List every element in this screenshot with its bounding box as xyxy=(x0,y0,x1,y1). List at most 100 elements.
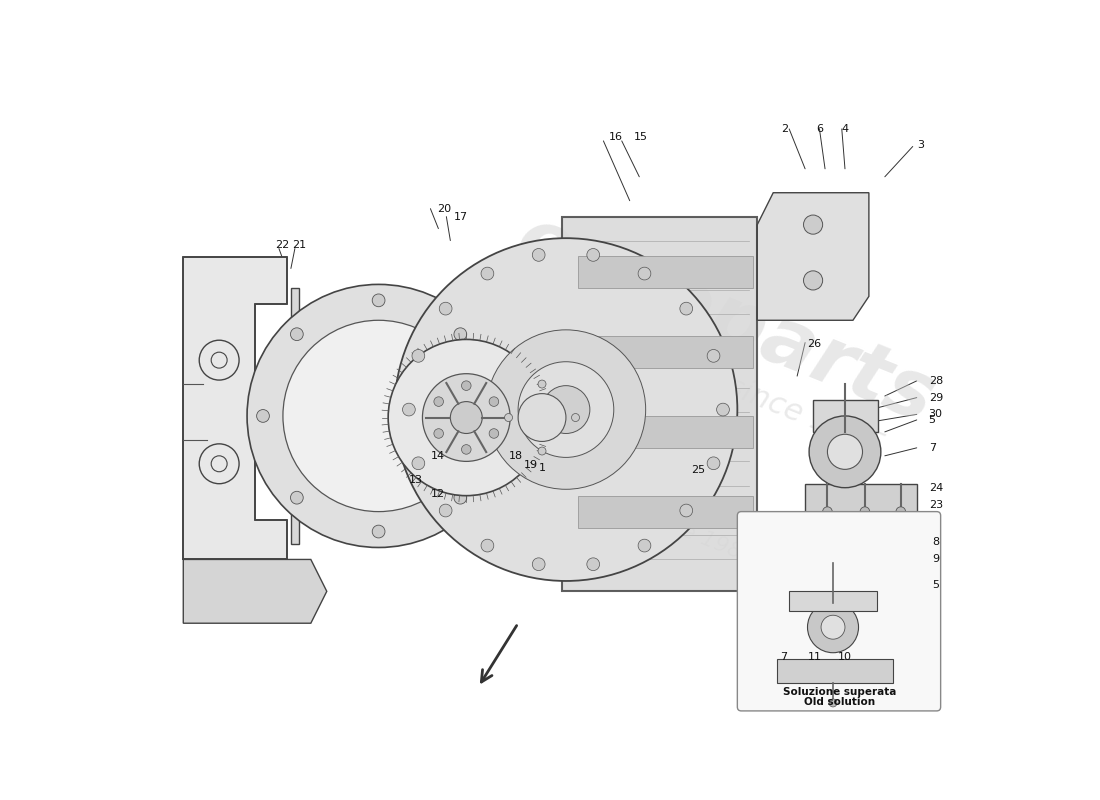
Text: 5: 5 xyxy=(933,580,939,590)
Text: 5: 5 xyxy=(928,415,936,425)
Circle shape xyxy=(395,238,737,581)
Circle shape xyxy=(707,350,719,362)
Text: 26: 26 xyxy=(806,339,821,349)
Circle shape xyxy=(433,429,443,438)
Text: since 1985: since 1985 xyxy=(723,371,888,461)
Text: 22: 22 xyxy=(275,239,289,250)
Circle shape xyxy=(638,539,651,552)
Circle shape xyxy=(638,267,651,280)
Text: 13: 13 xyxy=(408,474,422,485)
Circle shape xyxy=(860,507,870,516)
Circle shape xyxy=(439,504,452,517)
Circle shape xyxy=(433,397,443,406)
Circle shape xyxy=(283,320,474,512)
Circle shape xyxy=(486,330,646,490)
FancyBboxPatch shape xyxy=(578,496,754,527)
Circle shape xyxy=(505,414,513,422)
Text: 24: 24 xyxy=(928,482,943,493)
FancyBboxPatch shape xyxy=(578,257,754,288)
Text: 21: 21 xyxy=(292,239,306,250)
Text: europarts: europarts xyxy=(505,201,946,440)
Circle shape xyxy=(896,507,905,516)
Text: 15: 15 xyxy=(634,132,648,142)
Circle shape xyxy=(290,328,304,341)
Circle shape xyxy=(487,410,500,422)
Text: 17: 17 xyxy=(453,212,468,222)
Circle shape xyxy=(439,302,452,315)
Circle shape xyxy=(372,525,385,538)
Circle shape xyxy=(538,380,546,388)
FancyBboxPatch shape xyxy=(578,336,754,368)
Text: 6: 6 xyxy=(816,124,823,134)
Circle shape xyxy=(803,271,823,290)
Text: 4: 4 xyxy=(842,124,848,134)
Text: 16: 16 xyxy=(609,132,624,142)
Polygon shape xyxy=(184,257,287,559)
Text: 11: 11 xyxy=(807,652,822,662)
Circle shape xyxy=(680,302,693,315)
Text: 3: 3 xyxy=(916,140,924,150)
Circle shape xyxy=(586,558,600,570)
Circle shape xyxy=(454,491,466,504)
Circle shape xyxy=(823,507,833,516)
Text: 1: 1 xyxy=(539,462,546,473)
Circle shape xyxy=(532,558,546,570)
Text: 23: 23 xyxy=(928,500,943,510)
Circle shape xyxy=(680,504,693,517)
Circle shape xyxy=(256,410,270,422)
Text: 9: 9 xyxy=(933,554,939,565)
Circle shape xyxy=(518,362,614,458)
Text: a passion for parts since 1985: a passion for parts since 1985 xyxy=(438,423,758,568)
Circle shape xyxy=(707,457,719,470)
Circle shape xyxy=(422,374,510,462)
Text: 2: 2 xyxy=(782,124,789,134)
Circle shape xyxy=(827,434,862,470)
Polygon shape xyxy=(757,225,837,320)
FancyBboxPatch shape xyxy=(578,416,754,448)
Circle shape xyxy=(462,381,471,390)
Circle shape xyxy=(403,403,416,416)
Text: 25: 25 xyxy=(691,465,705,475)
Polygon shape xyxy=(813,400,879,432)
Text: 12: 12 xyxy=(431,489,446,499)
Text: 30: 30 xyxy=(928,410,943,419)
Polygon shape xyxy=(290,288,299,543)
Text: Soluzione superata: Soluzione superata xyxy=(783,687,896,697)
Text: 10: 10 xyxy=(838,652,853,662)
Circle shape xyxy=(290,491,304,504)
Text: 7: 7 xyxy=(928,443,936,453)
Circle shape xyxy=(490,397,498,406)
Polygon shape xyxy=(184,559,327,623)
Text: 19: 19 xyxy=(524,460,538,470)
Circle shape xyxy=(518,394,565,442)
Text: Old solution: Old solution xyxy=(804,697,875,706)
Circle shape xyxy=(532,249,546,262)
Circle shape xyxy=(716,403,729,416)
Circle shape xyxy=(572,414,580,422)
Circle shape xyxy=(821,615,845,639)
Circle shape xyxy=(538,447,546,455)
Circle shape xyxy=(462,445,471,454)
FancyBboxPatch shape xyxy=(737,512,940,711)
Text: 8: 8 xyxy=(933,537,939,547)
Circle shape xyxy=(412,350,425,362)
Polygon shape xyxy=(562,217,757,591)
Circle shape xyxy=(450,402,482,434)
Circle shape xyxy=(810,416,881,488)
Circle shape xyxy=(481,267,494,280)
Circle shape xyxy=(807,602,858,653)
Text: 14: 14 xyxy=(431,451,446,461)
Circle shape xyxy=(490,429,498,438)
Circle shape xyxy=(586,249,600,262)
Circle shape xyxy=(412,457,425,470)
Text: 20: 20 xyxy=(437,204,451,214)
Circle shape xyxy=(481,539,494,552)
Polygon shape xyxy=(805,484,916,519)
Polygon shape xyxy=(757,193,869,320)
Circle shape xyxy=(388,339,544,496)
Text: 29: 29 xyxy=(928,393,943,402)
Circle shape xyxy=(542,386,590,434)
Circle shape xyxy=(498,374,586,462)
Circle shape xyxy=(454,328,466,341)
Circle shape xyxy=(248,285,510,547)
